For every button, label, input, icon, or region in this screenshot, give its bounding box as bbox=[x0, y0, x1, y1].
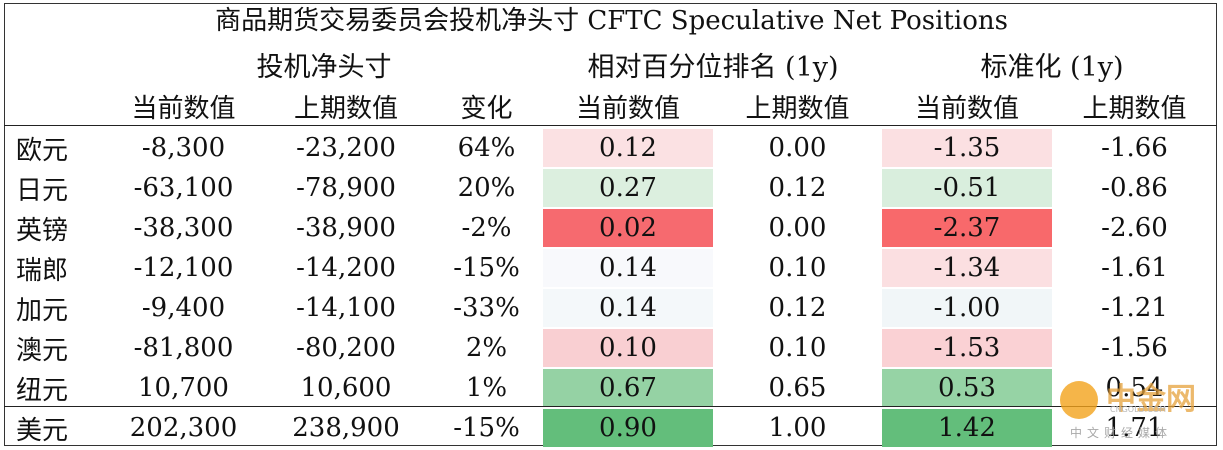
cell-net-previous: -80,200 bbox=[296, 333, 396, 363]
cell-pct-current: 0.10 bbox=[543, 329, 713, 367]
cell-pct-current: 0.27 bbox=[543, 169, 713, 207]
cell-pct-previous: 0.65 bbox=[768, 373, 827, 403]
cell-pct-current: 0.14 bbox=[543, 249, 713, 287]
cell-net-current: -8,300 bbox=[141, 133, 226, 163]
header-divider bbox=[4, 125, 1217, 126]
cell-z-previous: -0.86 bbox=[1101, 173, 1168, 203]
cell-currency: 加元 bbox=[16, 295, 69, 326]
cell-net-previous: -78,900 bbox=[296, 173, 396, 203]
group-header-standardized: 标准化 (1y) bbox=[980, 51, 1124, 83]
column-header-pct-previous: 上期数值 bbox=[745, 93, 850, 124]
cell-currency: 瑞郎 bbox=[16, 255, 69, 286]
cell-currency: 纽元 bbox=[16, 375, 69, 406]
watermark-subtitle: 中文财经媒体 bbox=[1070, 426, 1173, 440]
table-title: 商品期货交易委员会投机净头寸 CFTC Speculative Net Posi… bbox=[215, 6, 1008, 36]
cell-currency: 英镑 bbox=[16, 215, 69, 246]
column-header-net-previous: 上期数值 bbox=[293, 93, 398, 124]
column-header-z-current: 当前数值 bbox=[914, 93, 1019, 124]
cell-z-previous: -1.66 bbox=[1101, 133, 1168, 163]
cell-net-current: -12,100 bbox=[133, 253, 234, 283]
cell-z-current: -1.34 bbox=[882, 249, 1052, 287]
cell-change: 20% bbox=[457, 173, 516, 203]
usd-row-divider bbox=[4, 406, 1217, 407]
cell-z-previous: -1.56 bbox=[1101, 333, 1168, 363]
cell-pct-previous: 0.12 bbox=[768, 173, 827, 203]
cell-change: -2% bbox=[461, 213, 512, 243]
column-header-z-previous: 上期数值 bbox=[1082, 93, 1187, 124]
cell-net-previous: -14,200 bbox=[296, 253, 396, 283]
watermark-url: CNGOLD.COM bbox=[1110, 405, 1167, 414]
watermark-text: 中金网 bbox=[1106, 382, 1196, 417]
cell-z-current: -1.53 bbox=[882, 329, 1052, 367]
cell-z-current: 0.53 bbox=[882, 369, 1052, 407]
cell-currency: 美元 bbox=[16, 415, 69, 446]
cell-z-previous: -2.60 bbox=[1101, 213, 1168, 243]
cell-pct-current: 0.02 bbox=[543, 209, 713, 247]
cell-pct-previous: 0.00 bbox=[768, 133, 827, 163]
cell-pct-previous: 1.00 bbox=[768, 413, 827, 443]
cell-net-previous: -23,200 bbox=[296, 133, 396, 163]
cell-net-previous: 10,600 bbox=[300, 373, 392, 403]
cell-pct-current: 0.12 bbox=[543, 129, 713, 167]
cell-net-current: 10,700 bbox=[138, 373, 229, 403]
cell-change: 2% bbox=[465, 333, 508, 363]
cell-z-current: -2.37 bbox=[882, 209, 1052, 247]
cell-z-previous: 1.71 bbox=[1105, 413, 1164, 443]
cell-pct-previous: 0.10 bbox=[768, 253, 827, 283]
cell-change: 64% bbox=[457, 133, 516, 163]
column-header-pct-current: 当前数值 bbox=[575, 93, 680, 124]
group-header-net-positions: 投机净头寸 bbox=[256, 51, 392, 83]
cell-pct-current: 0.14 bbox=[543, 289, 713, 327]
column-header-change: 变化 bbox=[460, 93, 513, 124]
group-header-percentile-rank: 相对百分位排名 (1y) bbox=[587, 51, 839, 83]
cell-change: 1% bbox=[465, 373, 508, 403]
cell-z-current: -0.51 bbox=[882, 169, 1052, 207]
cell-pct-current: 0.90 bbox=[543, 409, 713, 447]
cell-z-current: 1.42 bbox=[882, 409, 1052, 447]
cell-currency: 日元 bbox=[16, 175, 69, 206]
cell-net-current: 202,300 bbox=[129, 413, 238, 443]
cell-pct-previous: 0.00 bbox=[768, 213, 827, 243]
cell-z-current: -1.00 bbox=[882, 289, 1052, 327]
cell-net-previous: 238,900 bbox=[292, 413, 400, 443]
cell-net-previous: -14,100 bbox=[296, 293, 396, 323]
cell-net-previous: -38,900 bbox=[296, 213, 396, 243]
cell-pct-current: 0.67 bbox=[543, 369, 713, 407]
watermark-logo-icon bbox=[1060, 381, 1098, 419]
cell-z-current: -1.35 bbox=[882, 129, 1052, 167]
cell-z-previous: -1.21 bbox=[1101, 293, 1168, 323]
cell-net-current: -9,400 bbox=[141, 293, 226, 323]
cell-change: -33% bbox=[453, 293, 520, 323]
cell-net-current: -81,800 bbox=[133, 333, 234, 363]
cell-net-current: -38,300 bbox=[133, 213, 234, 243]
cell-net-current: -63,100 bbox=[133, 173, 234, 203]
cell-pct-previous: 0.10 bbox=[768, 333, 827, 363]
cell-pct-previous: 0.12 bbox=[768, 293, 827, 323]
cell-change: -15% bbox=[453, 413, 520, 443]
cell-z-previous: 0.54 bbox=[1105, 373, 1164, 403]
cell-currency: 欧元 bbox=[16, 135, 69, 166]
column-header-net-current: 当前数值 bbox=[131, 93, 236, 124]
cell-z-previous: -1.61 bbox=[1101, 253, 1168, 283]
cell-change: -15% bbox=[453, 253, 520, 283]
cell-currency: 澳元 bbox=[16, 335, 69, 366]
